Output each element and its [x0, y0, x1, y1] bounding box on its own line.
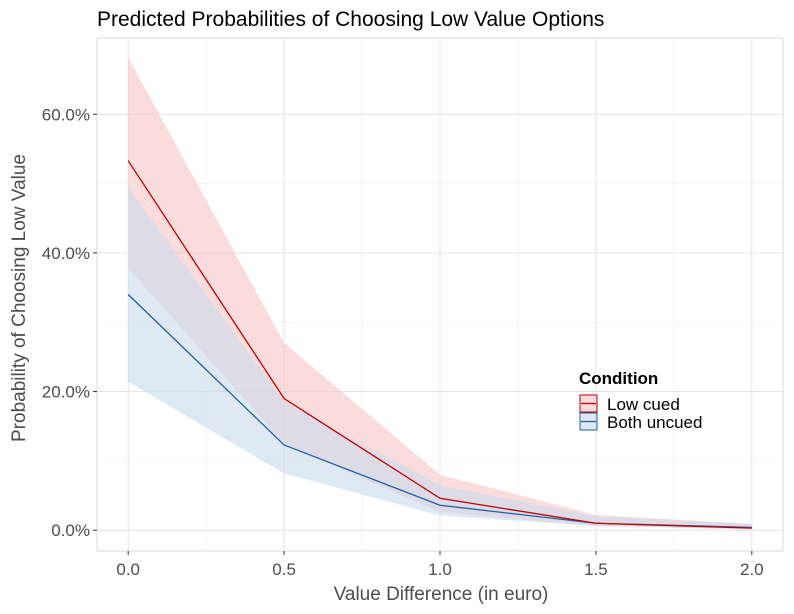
x-tick-label: 1.0 [428, 560, 452, 579]
y-axis-ticks: 0.0% 20.0% 40.0% 60.0% [42, 105, 97, 540]
x-tick-label: 1.5 [584, 560, 608, 579]
x-tick-label: 2.0 [740, 560, 764, 579]
legend-label-both-uncued: Both uncued [607, 413, 702, 432]
x-axis-title: Value Difference (in euro) [334, 584, 549, 605]
x-tick-label: 0.5 [272, 560, 296, 579]
y-tick-label: 60.0% [42, 105, 90, 124]
chart-title: Predicted Probabilities of Choosing Low … [97, 8, 604, 31]
y-tick-label: 0.0% [51, 521, 90, 540]
y-tick-label: 20.0% [42, 383, 90, 402]
x-tick-label: 0.0 [116, 560, 140, 579]
ribbon-both-uncued [128, 187, 752, 529]
line-low-cued [127, 160, 752, 529]
legend-label-low-cued: Low cued [607, 395, 680, 414]
legend-title: Condition [579, 369, 658, 388]
confidence-ribbons [128, 57, 752, 530]
x-axis-ticks: 0.0 0.5 1.0 1.5 2.0 [116, 551, 764, 579]
y-tick-label: 40.0% [42, 244, 90, 263]
series-lines [127, 160, 752, 529]
y-axis-title: Probability of Choosing Low Value [9, 154, 30, 442]
